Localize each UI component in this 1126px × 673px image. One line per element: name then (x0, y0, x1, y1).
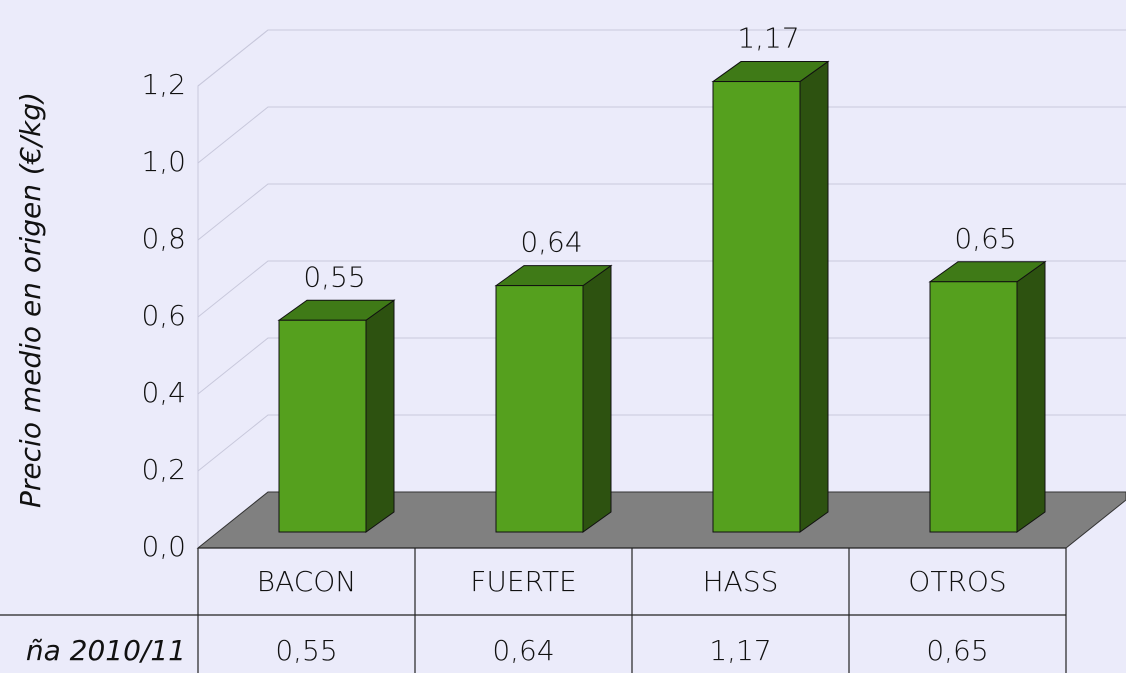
table-value: 0,64 (492, 634, 554, 667)
bar-side (1016, 260, 1046, 533)
data-label: 0,65 (954, 222, 1016, 255)
bar-side (582, 264, 612, 533)
y-axis-title: Precio medio en origen (€/kg) (14, 92, 47, 508)
grid-line (197, 29, 1126, 87)
bar-side (799, 60, 829, 533)
grid-line (197, 106, 1126, 164)
x-tick-label: HASS (703, 565, 779, 598)
bar (929, 281, 1018, 533)
bar (495, 285, 584, 533)
x-tick-label: BACON (257, 565, 357, 598)
y-tick-label: 1,0 (141, 145, 186, 178)
bar (278, 319, 367, 533)
table-value: 0,55 (275, 634, 337, 667)
bar-side (365, 299, 395, 533)
bar (712, 81, 801, 533)
data-label: 0,64 (520, 226, 582, 259)
grid-line (197, 183, 1126, 241)
x-tick-label: FUERTE (470, 565, 577, 598)
grid-line (197, 260, 1126, 318)
data-label: 1,17 (737, 22, 799, 55)
table-row-label: ña 2010/11 (26, 634, 186, 667)
data-label: 0,55 (303, 260, 365, 293)
grid-line (197, 414, 1126, 472)
y-tick-label: 0,8 (141, 222, 186, 255)
y-tick-label: 1,2 (141, 68, 186, 101)
y-tick-label: 0,0 (141, 530, 186, 563)
y-tick-label: 0,2 (141, 453, 186, 486)
x-tick-label: OTROS (908, 565, 1006, 598)
y-tick-label: 0,6 (141, 299, 186, 332)
grid-line (197, 337, 1126, 395)
y-tick-label: 0,4 (141, 376, 186, 409)
table-value: 0,65 (926, 634, 988, 667)
table-value: 1,17 (709, 634, 771, 667)
